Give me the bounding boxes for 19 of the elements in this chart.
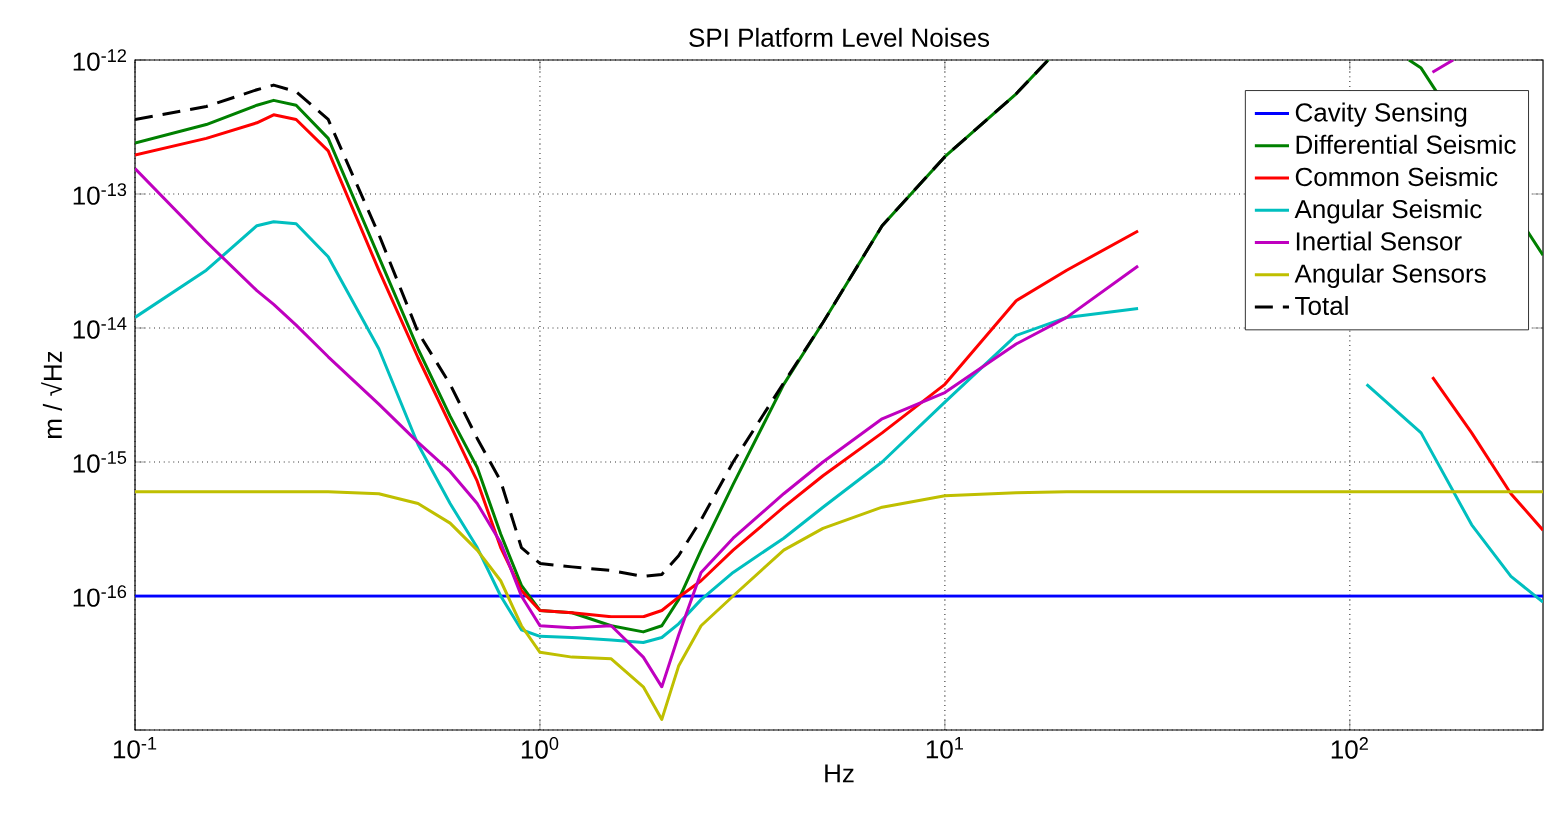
x-tick-label: 10$^{0}$	[521, 737, 559, 759]
x-tick-label: 10$^{-1}$	[113, 737, 157, 759]
legend-label: Cavity Sensing	[1295, 102, 1467, 127]
legend-label: Inertial Sensor	[1296, 231, 1462, 251]
legend-label: Total	[1295, 295, 1348, 316]
legend-label: Angular Seismic	[1294, 199, 1482, 224]
legend-label: Differential Seismic	[1296, 134, 1516, 154]
legend-label: Common Seismic	[1295, 167, 1498, 187]
y-tick-label: 10$^{-13}$	[73, 183, 127, 205]
y-tick-label: 10$^{-14}$	[73, 317, 127, 339]
chart-title: SPI Platform Level Noises	[689, 27, 990, 47]
y-tick-label: 10$^{-15}$	[73, 451, 127, 473]
y-tick-label: 10$^{-12}$	[73, 49, 127, 71]
y-axis-title: m / √Hz	[41, 351, 62, 438]
y-tick-label: 10$^{-16}$	[73, 585, 127, 607]
x-axis-title: Hz	[825, 764, 854, 783]
x-tick-label: 10$^{2}$	[1331, 737, 1368, 759]
x-tick-label: 10$^{1}$	[926, 737, 963, 759]
legend-label: Angular Sensors	[1294, 263, 1486, 288]
